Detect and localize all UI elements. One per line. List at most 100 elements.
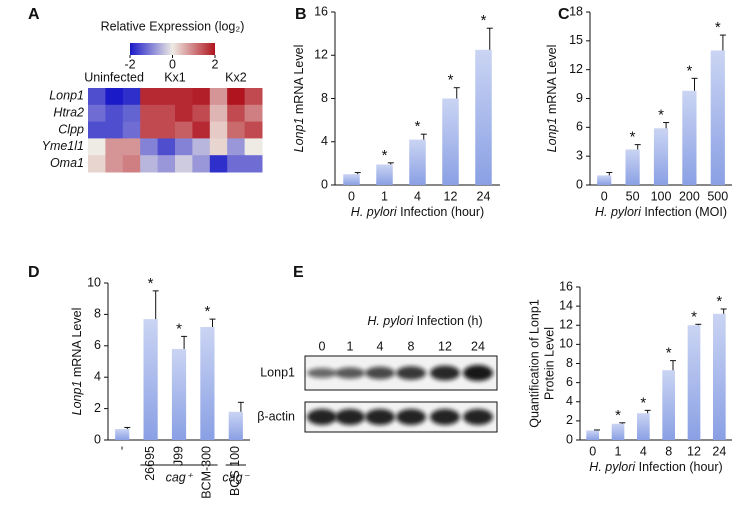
heatmap-cell	[227, 104, 246, 123]
lane-label: 1	[347, 339, 354, 353]
significance-mark: *	[481, 12, 487, 29]
heatmap-cell	[227, 138, 246, 156]
x-tick-label: 0	[601, 189, 608, 203]
heatmap-cell	[227, 121, 246, 139]
row-label: β-actin	[257, 409, 295, 423]
x-tick-label: 200	[679, 189, 700, 203]
x-axis-label: H. pylori Infection (hour)	[351, 205, 484, 219]
heatmap-cell	[140, 88, 159, 106]
x-axis-label-italic: H. pylori	[589, 460, 636, 474]
row-label: Lonp1	[260, 365, 295, 379]
blot-band	[463, 409, 493, 425]
bar	[171, 348, 187, 440]
y-tick-label: 6	[566, 375, 573, 389]
y-tick-label: 0	[321, 177, 328, 191]
panel-letter: C	[558, 6, 570, 23]
x-axis-label-text: Infection (hour)	[635, 460, 723, 474]
x-axis-label-italic: H. pylori	[351, 205, 398, 219]
colorbar-title: Relative Expression (log₂)	[101, 19, 245, 33]
colorbar-tick-label: 0	[169, 57, 176, 71]
y-tick-label: 0	[94, 432, 101, 446]
heatmap-cell	[227, 155, 246, 173]
y-tick-label: 6	[94, 338, 101, 352]
lane-label: 4	[377, 339, 384, 353]
significance-mark: *	[448, 72, 454, 89]
y-tick-label: 4	[566, 394, 573, 408]
significance-mark: *	[630, 129, 636, 146]
y-tick-label: 0	[566, 432, 573, 446]
bar	[662, 370, 675, 440]
significance-mark: *	[716, 293, 722, 310]
panel-letter: D	[28, 264, 40, 281]
significance-mark: *	[658, 106, 664, 123]
lane-label: 12	[438, 339, 452, 353]
blot-band	[335, 409, 365, 425]
panel-letter: A	[28, 6, 40, 23]
heatmap-cell	[157, 155, 176, 173]
significance-mark: *	[715, 19, 721, 36]
y-tick-label: 2	[566, 413, 573, 427]
heatmap-cell	[140, 104, 159, 123]
blot-band	[335, 367, 365, 379]
column-group-label: Kx2	[225, 70, 247, 84]
lane-label: 8	[408, 339, 415, 353]
y-tick-label: 6	[576, 120, 583, 134]
group-label: cag⁺	[166, 470, 194, 484]
bar	[343, 174, 360, 185]
heatmap-cell	[209, 88, 228, 106]
blot-band	[365, 366, 395, 380]
heatmap-cell	[140, 138, 159, 156]
x-tick-label: 50	[626, 189, 640, 203]
x-axis-label-italic: H. pylori	[595, 205, 642, 219]
x-tick-label: 24	[477, 189, 491, 203]
heatmap-cell	[105, 121, 124, 139]
x-tick-label: 0	[348, 189, 355, 203]
heatmap-cell	[175, 155, 193, 173]
x-tick-label: 500	[707, 189, 728, 203]
bar	[409, 139, 426, 185]
panel-letter: E	[293, 264, 304, 281]
blot-band	[307, 409, 337, 425]
x-tick-label: -	[114, 446, 128, 450]
y-axis-label-italic: Lonp1	[292, 118, 306, 153]
blot-band	[430, 409, 460, 425]
bar	[682, 90, 697, 185]
y-axis-label: Lonp1 mRNA Level	[70, 308, 84, 416]
bar	[376, 164, 393, 185]
bar	[653, 128, 669, 185]
bar	[586, 430, 599, 440]
row-label: Oma1	[50, 156, 84, 170]
y-tick-label: 12	[559, 318, 573, 332]
y-tick-label: 15	[569, 33, 583, 47]
heatmap-cell	[105, 155, 124, 173]
panel-letter: B	[295, 6, 307, 23]
heatmap-cell	[122, 155, 141, 173]
significance-mark: *	[666, 345, 672, 362]
heatmap-cell	[192, 155, 211, 173]
blot-band	[396, 366, 426, 380]
y-tick-label: 10	[87, 275, 101, 289]
bar	[143, 319, 158, 440]
heatmap-cell	[157, 121, 176, 139]
colorbar-tick-label: 2	[212, 57, 219, 71]
heatmap-cell	[88, 121, 106, 139]
bar	[228, 411, 243, 440]
bar	[687, 325, 701, 440]
heatmap-cell	[122, 104, 141, 123]
x-tick-label: 12	[444, 189, 458, 203]
heatmap-cell	[122, 88, 141, 106]
heatmap-cell	[244, 121, 263, 139]
x-axis-label-text: Infection (MOI)	[641, 205, 727, 219]
heatmap-cell	[157, 104, 176, 123]
y-axis-label-text: mRNA Level	[292, 45, 306, 118]
column-group-label: Uninfected	[84, 70, 144, 84]
significance-mark: *	[415, 118, 421, 135]
x-axis-label: H. pylori Infection (MOI)	[595, 205, 727, 219]
heatmap-cell	[192, 104, 211, 123]
y-tick-label: 4	[94, 369, 101, 383]
heatmap-cell	[192, 138, 211, 156]
y-tick-label: 18	[569, 4, 583, 18]
y-tick-label: 8	[94, 307, 101, 321]
